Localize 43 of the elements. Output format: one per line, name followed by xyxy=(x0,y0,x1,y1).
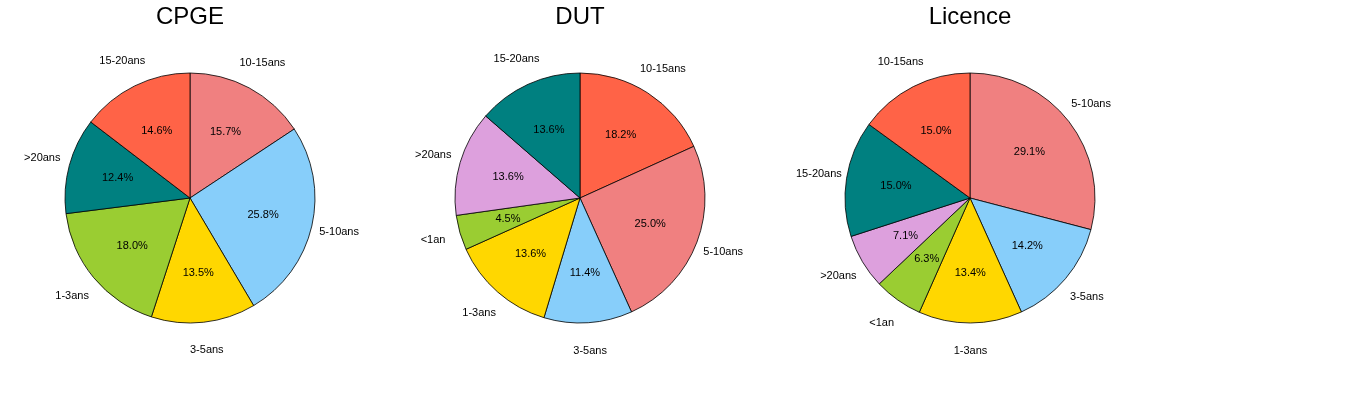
slice-label: 5-10ans xyxy=(1071,97,1112,110)
data-label: 15.0% xyxy=(920,124,952,137)
slice-label: 15-20ans xyxy=(99,53,146,66)
data-label: 18.2% xyxy=(605,127,637,140)
data-label: 13.6% xyxy=(492,169,524,182)
data-label: 13.6% xyxy=(514,247,547,260)
slice-label: >20ans xyxy=(24,151,61,164)
data-label: 15.7% xyxy=(209,124,242,137)
slice-label: <1an xyxy=(420,233,446,246)
data-label: 13.4% xyxy=(954,266,987,278)
slice-label: 10-15ans xyxy=(639,62,687,75)
slice-label: 3-5ans xyxy=(573,343,608,356)
chart-title: Licence xyxy=(928,2,1012,29)
slice-label: 5-10ans xyxy=(703,244,744,257)
data-label: 14.6% xyxy=(141,123,173,136)
data-label: 25.8% xyxy=(247,207,279,220)
slice-label: 15-20ans xyxy=(493,51,540,64)
data-label: 12.4% xyxy=(101,171,134,184)
data-label: 25.0% xyxy=(634,217,666,230)
slice-label: 3-5ans xyxy=(189,343,225,356)
slice-label: 15-20ans xyxy=(795,166,843,179)
data-label: 15.0% xyxy=(880,179,912,192)
data-label: 14.2% xyxy=(1011,239,1044,252)
data-label: 7.1% xyxy=(892,229,919,242)
slice-label: <1an xyxy=(869,315,895,328)
slice-label: >20ans xyxy=(820,269,858,282)
data-label: 6.3% xyxy=(914,252,940,265)
slice-label: 1-3ans xyxy=(55,288,90,301)
data-label: 18.0% xyxy=(116,238,149,251)
data-label: 13.5% xyxy=(182,265,215,278)
slice-label: 10-15ans xyxy=(877,54,925,67)
data-label: 29.1% xyxy=(1013,145,1046,158)
data-label: 13.6% xyxy=(533,122,565,135)
slice-label: >20ans xyxy=(415,147,452,160)
slice-label: 5-10ans xyxy=(319,225,360,238)
chart-title: CPGE xyxy=(155,2,225,29)
data-label: 11.4% xyxy=(569,265,601,278)
chart-title: DUT xyxy=(555,2,605,29)
slice-label: 3-5ans xyxy=(1070,289,1105,302)
data-label: 4.5% xyxy=(495,211,521,224)
slice-label: 1-3ans xyxy=(462,306,497,319)
slice-label: 1-3ans xyxy=(953,344,988,356)
slice-label: 10-15ans xyxy=(239,56,286,69)
